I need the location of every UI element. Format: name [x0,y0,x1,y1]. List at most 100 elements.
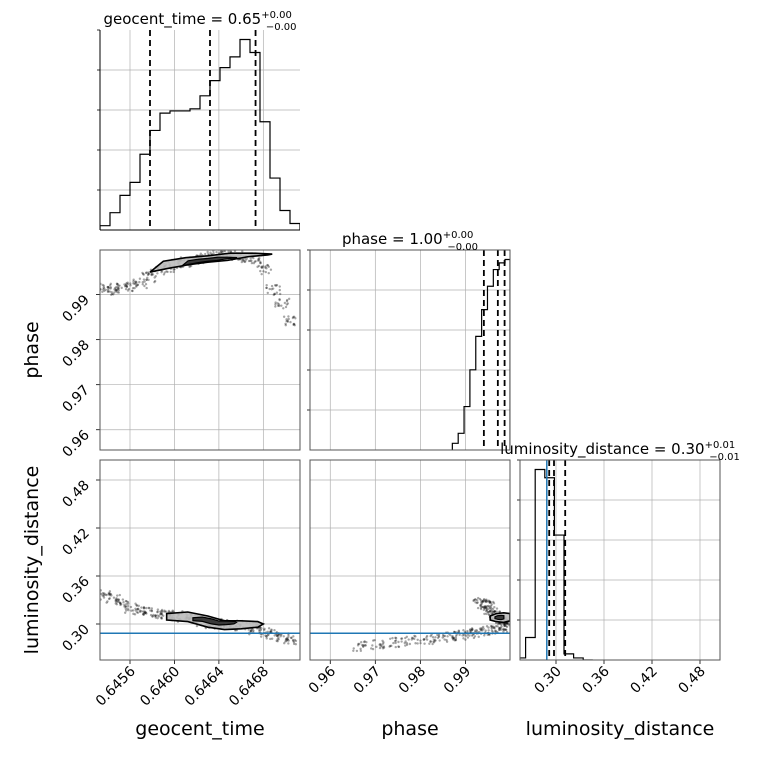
sample-point [489,604,493,608]
sample-point [102,594,105,598]
sample-point [273,634,276,637]
sample-point [265,635,268,638]
sample-point [135,284,138,287]
sample-point [156,610,159,613]
sample-point [275,639,278,643]
sample-point [405,643,409,646]
sample-point [260,266,263,269]
sample-point [259,269,262,273]
sample-point [142,273,145,276]
sample-point [150,607,154,610]
sample-point [113,291,116,294]
sample-point [493,626,496,629]
sample-point [266,291,269,295]
sample-point [397,645,400,648]
sample-point [500,625,503,628]
sample-point [457,629,461,632]
sample-point [132,278,135,281]
sample-point [482,627,485,630]
sample-point [503,624,507,628]
sample-point [102,596,106,599]
sample-point [481,629,484,632]
sample-point [511,629,513,631]
sample-point [425,634,429,638]
sample-point [153,276,156,279]
sample-point [487,604,490,608]
sample-point [109,592,113,596]
sample-point [115,289,118,292]
sample-point [388,645,391,648]
sample-point [115,282,119,285]
sample-point [101,288,105,291]
sample-point [145,286,148,290]
sample-point [277,636,280,639]
sample-point [479,604,482,607]
sample-point [292,322,295,326]
sample-point [287,315,290,318]
sample-point [250,261,254,265]
sample-point [116,598,119,602]
sample-point [512,623,514,625]
sample-point [137,607,140,610]
sample-point [468,634,471,637]
sample-point [242,259,245,262]
sample-point [432,641,436,644]
sample-point [381,645,384,648]
sample-point [445,640,449,643]
sample-point [488,600,492,603]
title-geocent_time: geocent_time = 0.65+0.00 −0.00 [104,10,297,33]
sample-point [453,639,456,642]
sample-point [116,594,119,597]
sample-point [109,282,113,286]
sample-point [169,270,172,274]
x-axis-label-luminosity_distance: luminosity_distance [526,718,715,740]
sample-point [167,609,171,613]
sample-point [126,604,130,608]
sample-point [475,630,479,633]
sample-point [240,258,243,261]
sample-point [117,291,120,294]
sample-point [276,304,280,307]
sample-point [125,609,128,612]
sample-point [124,605,127,608]
sample-point [404,636,407,640]
sample-point [124,607,127,610]
sample-point [498,627,502,630]
title-plus: +0.00 [261,10,292,21]
sample-points-phase_dist [352,596,514,653]
sample-point [362,644,365,648]
sample-point [143,610,146,613]
sample-point [282,635,285,638]
sample-point [483,605,486,608]
sample-point [503,622,507,625]
sample-point [124,284,127,287]
sample-point [173,268,176,271]
histogram-luminosity_distance [520,468,593,660]
sample-point [133,613,137,616]
sample-point [172,270,175,274]
sample-point [462,629,465,632]
sample-point [505,622,509,625]
sample-point [382,641,385,644]
sample-point [266,264,270,267]
sample-point [498,627,501,630]
sample-point [102,287,106,290]
sample-point [476,606,480,610]
sample-point [397,640,400,644]
sample-point [470,628,474,632]
sample-point [277,303,281,306]
sample-point [492,600,495,604]
sample-point [275,283,279,287]
sample-point [133,286,136,290]
title-phase: phase = 1.00+0.00 −0.00 [342,230,478,253]
sample-point [241,250,244,253]
sample-point [249,629,252,632]
sample-point [127,608,130,612]
tick-label-luminosity_distance: 0.42 [59,526,92,559]
sample-point [294,643,298,646]
sample-point [108,597,111,600]
sample-point [156,608,160,611]
sample-point [247,259,251,263]
sample-point [463,630,467,634]
sample-point [441,633,445,637]
